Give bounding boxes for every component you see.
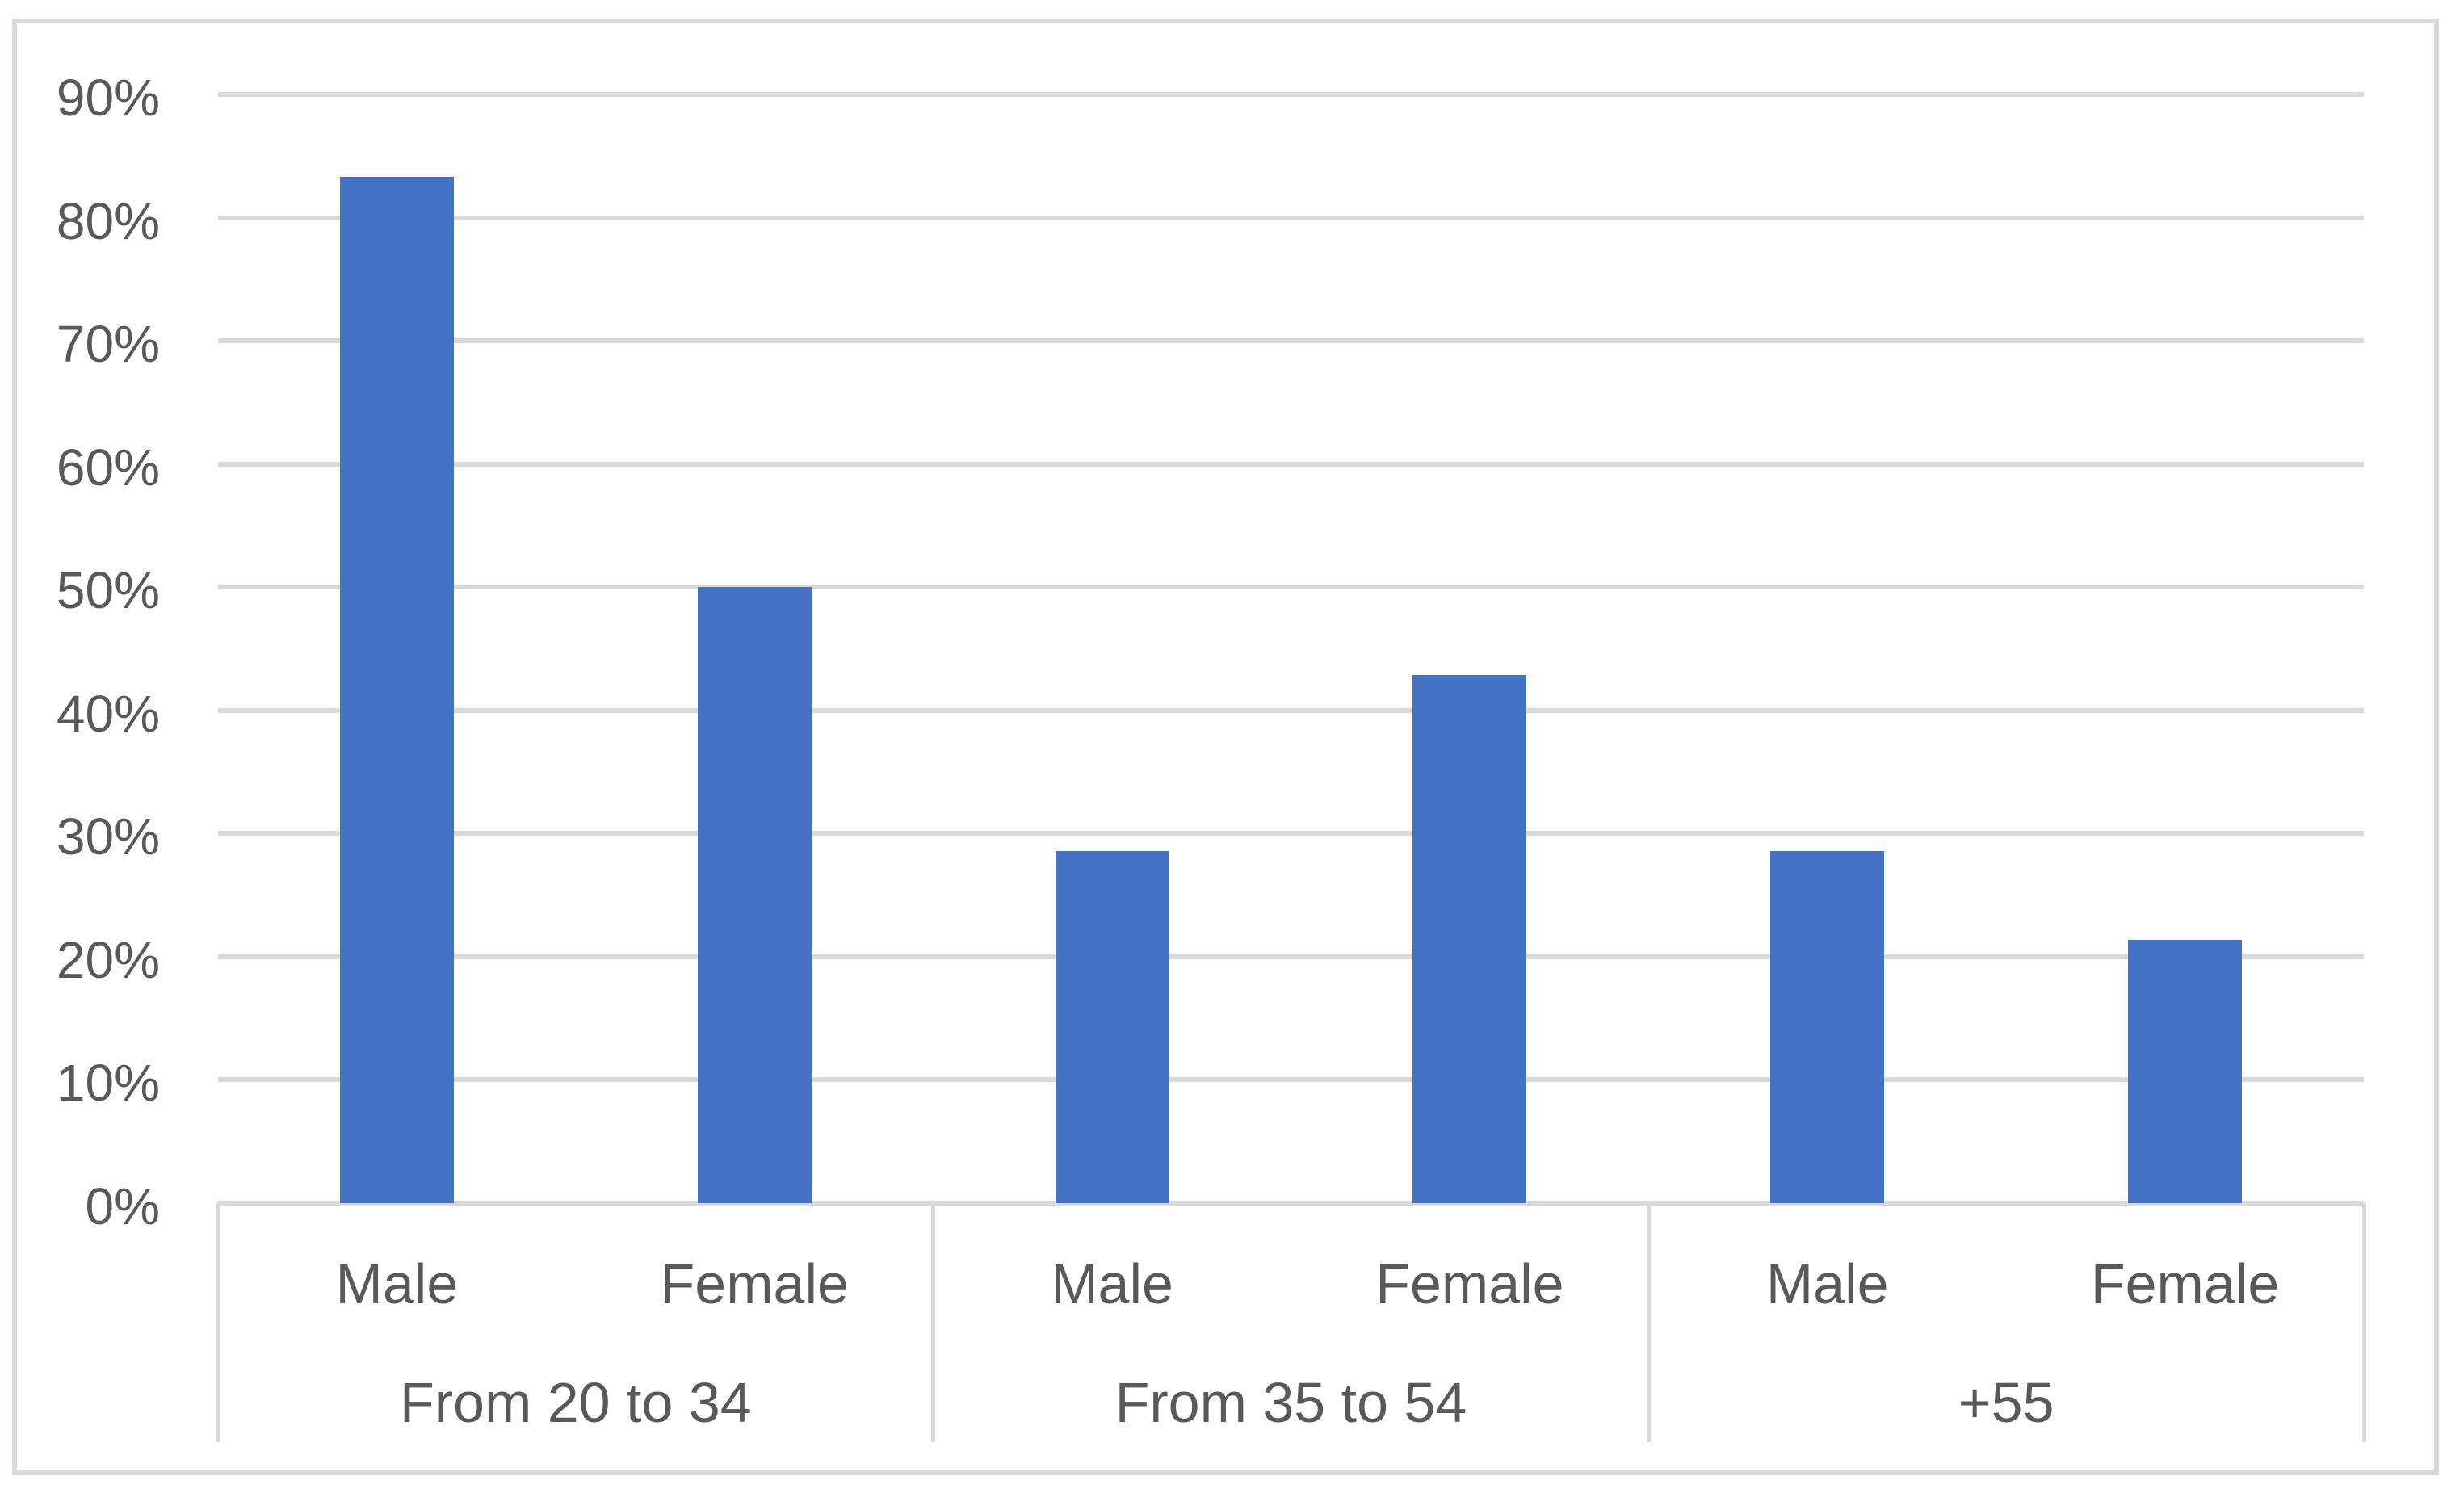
- y-tick-label: 10%: [56, 1054, 160, 1113]
- gridline: [218, 707, 2364, 713]
- group-label: From 35 to 54: [1114, 1371, 1467, 1434]
- bar-from-35-to-54-male: [1055, 850, 1169, 1203]
- gridline: [218, 831, 2364, 837]
- gridline: [218, 92, 2364, 97]
- bar-from-20-to-34-male: [339, 177, 454, 1203]
- y-tick-label: 90%: [56, 69, 160, 127]
- gridline: [218, 461, 2364, 467]
- bar-from-35-to-54-female: [1412, 674, 1527, 1203]
- category-axis-divider: [216, 1203, 220, 1442]
- category-tick-label: Male: [335, 1252, 459, 1315]
- y-tick-label: 60%: [56, 438, 160, 497]
- y-tick-label: 30%: [56, 807, 160, 866]
- y-tick-label: 40%: [56, 684, 160, 743]
- category-tick-label: Female: [660, 1252, 849, 1315]
- x-axis-line: [218, 1201, 2364, 1206]
- bar-+55-male: [1770, 850, 1885, 1203]
- category-axis-divider: [1646, 1203, 1651, 1442]
- gridline: [218, 1077, 2364, 1083]
- bar-+55-female: [2128, 939, 2243, 1203]
- y-tick-label: 70%: [56, 315, 160, 374]
- category-axis-divider: [2361, 1203, 2366, 1442]
- y-tick-label: 20%: [56, 930, 160, 989]
- group-label: +55: [1958, 1371, 2055, 1434]
- y-tick-label: 0%: [85, 1177, 161, 1235]
- gridline: [218, 215, 2364, 220]
- bar-from-20-to-34-female: [697, 587, 812, 1203]
- group-label: From 20 to 34: [399, 1371, 752, 1434]
- gridline: [218, 954, 2364, 959]
- category-tick-label: Female: [1375, 1252, 1564, 1315]
- category-tick-label: Male: [1765, 1252, 1889, 1315]
- gridline: [218, 338, 2364, 344]
- gridline: [218, 585, 2364, 590]
- category-tick-label: Male: [1051, 1252, 1173, 1315]
- category-tick-label: Female: [2090, 1252, 2280, 1315]
- category-axis-divider: [931, 1203, 936, 1442]
- y-tick-label: 80%: [56, 191, 160, 250]
- chart-border: [12, 19, 2439, 1475]
- y-tick-label: 50%: [56, 561, 160, 620]
